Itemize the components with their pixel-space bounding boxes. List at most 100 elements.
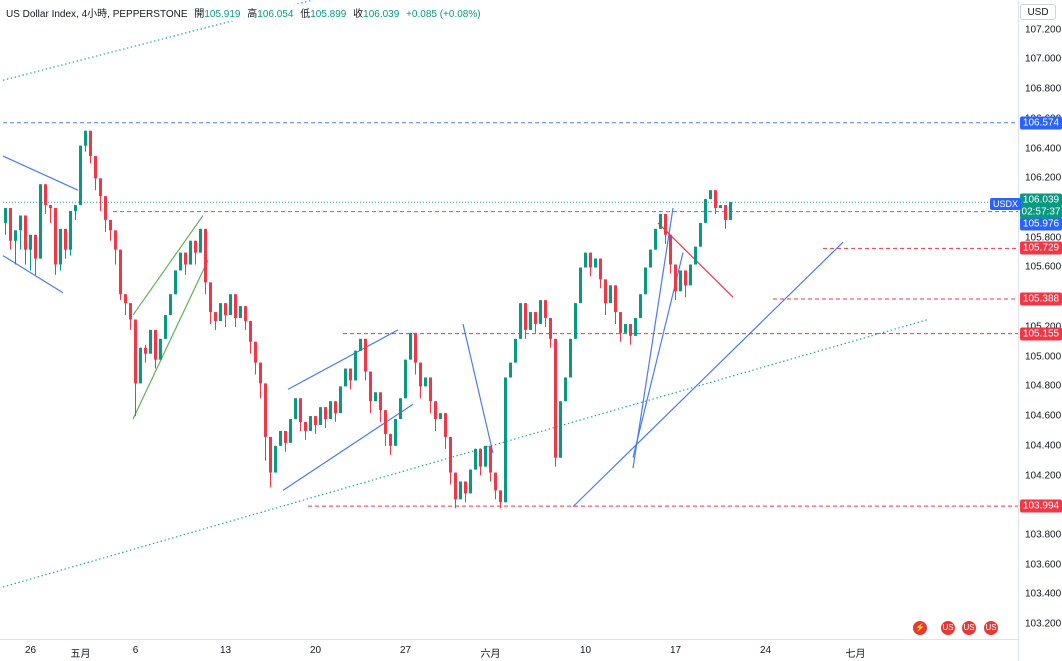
candle-body <box>594 258 597 268</box>
candle-body <box>709 190 712 200</box>
candle-body <box>264 383 267 437</box>
candle-body <box>404 359 407 399</box>
candle-body <box>64 228 67 250</box>
legend-high-label: 高 <box>247 9 258 20</box>
price-tag-level_106574: 106.574 <box>1020 116 1062 130</box>
us-flag-icon[interactable]: US <box>940 620 956 636</box>
candle-body <box>254 341 257 363</box>
candle-body <box>514 338 517 363</box>
time-tick-label: 6 <box>132 645 139 656</box>
candle-body <box>389 433 392 446</box>
time-tick-label: 27 <box>399 645 412 656</box>
candle-body <box>34 234 37 259</box>
legend-close-label: 收 <box>353 9 364 20</box>
price-tick-label: 104.400 <box>1025 440 1062 452</box>
price-tick-label: 106.200 <box>1025 172 1062 184</box>
candle-body <box>619 312 622 333</box>
candle-body <box>549 318 552 339</box>
price-tick-label: 105.600 <box>1025 261 1062 273</box>
candle-body <box>509 362 512 378</box>
candle-body <box>24 215 27 250</box>
candle-body <box>489 445 492 473</box>
candle-body <box>479 448 482 467</box>
candle-body <box>174 270 177 295</box>
candle-body <box>384 410 387 434</box>
candle-body <box>39 184 42 259</box>
legend-close: 106.039 <box>363 9 400 20</box>
price-chart[interactable] <box>0 0 1018 639</box>
price-tick-label: 103.600 <box>1025 559 1062 571</box>
candle-body <box>149 329 152 354</box>
candle-body <box>44 184 47 206</box>
candle-body <box>574 303 577 339</box>
candle-body <box>714 190 717 209</box>
plot-area[interactable] <box>0 0 1018 639</box>
candle-body <box>449 436 452 473</box>
trend-line <box>462 323 494 454</box>
candle-body <box>129 303 132 320</box>
price-tick-label: 107.200 <box>1025 24 1062 36</box>
trend-line <box>287 329 399 390</box>
candle-body <box>204 228 207 283</box>
candle-body <box>534 312 537 324</box>
currency-button[interactable]: USD <box>1020 4 1056 20</box>
candle-body <box>199 228 202 253</box>
candle-body <box>344 368 347 387</box>
us-flag-icon[interactable]: US <box>961 620 977 636</box>
time-tick-label: 24 <box>759 645 772 656</box>
candle-body <box>379 392 382 411</box>
candle-body <box>189 240 192 265</box>
candle-body <box>454 472 457 500</box>
candle-body <box>29 234 32 250</box>
candle-body <box>634 318 637 336</box>
candle-body <box>89 130 92 157</box>
price-tick-label: 104.800 <box>1025 380 1062 392</box>
candle-body <box>59 228 62 265</box>
bar-countdown: 02:57:37 <box>1020 205 1062 219</box>
time-axis[interactable]: 26 五月 6 13 20 27 六月 10 17 24 七月 <box>0 639 1018 661</box>
candle-body <box>729 202 732 220</box>
candle-body <box>69 211 72 250</box>
trend-line <box>282 403 414 491</box>
candle-body <box>329 401 332 420</box>
candle-body <box>639 294 642 319</box>
candle-body <box>359 338 362 351</box>
candle-body <box>194 240 197 253</box>
candle-body <box>159 338 162 360</box>
price-tick-label: 104.600 <box>1025 410 1062 422</box>
candle-body <box>334 401 337 414</box>
candle-body <box>4 208 7 223</box>
candle-body <box>109 219 112 231</box>
candle-body <box>169 294 172 316</box>
candle-body <box>659 213 662 229</box>
candle-body <box>354 350 357 381</box>
candle-body <box>694 246 697 265</box>
candle-body <box>664 213 667 235</box>
candle-body <box>284 430 287 443</box>
candle-body <box>494 472 497 491</box>
candle-body <box>244 306 247 321</box>
us-flag-icon[interactable]: US <box>983 620 999 636</box>
candle-body <box>14 230 17 241</box>
event-flag-icon[interactable]: ⚡ <box>912 620 928 636</box>
legend-low-label: 低 <box>300 9 311 20</box>
candle-body <box>604 279 607 304</box>
candle-body <box>614 285 617 313</box>
candle-body <box>214 312 217 321</box>
candle-body <box>504 377 507 503</box>
candle-body <box>484 445 487 467</box>
candle-body <box>649 249 652 268</box>
candle-body <box>154 329 157 360</box>
trend-line <box>132 215 204 316</box>
candle-body <box>499 490 502 503</box>
candle-body <box>414 332 417 363</box>
price-axis[interactable]: 107.200107.000106.800106.600106.400106.2… <box>1018 0 1062 661</box>
candle-body <box>444 413 447 437</box>
candle-body <box>54 208 57 265</box>
candle-body <box>9 208 12 241</box>
candle-body <box>439 413 442 420</box>
candle-body <box>364 338 367 372</box>
price-tag-level_105729: 105.729 <box>1020 241 1062 255</box>
candle-body <box>459 481 462 500</box>
candle-body <box>274 445 277 473</box>
